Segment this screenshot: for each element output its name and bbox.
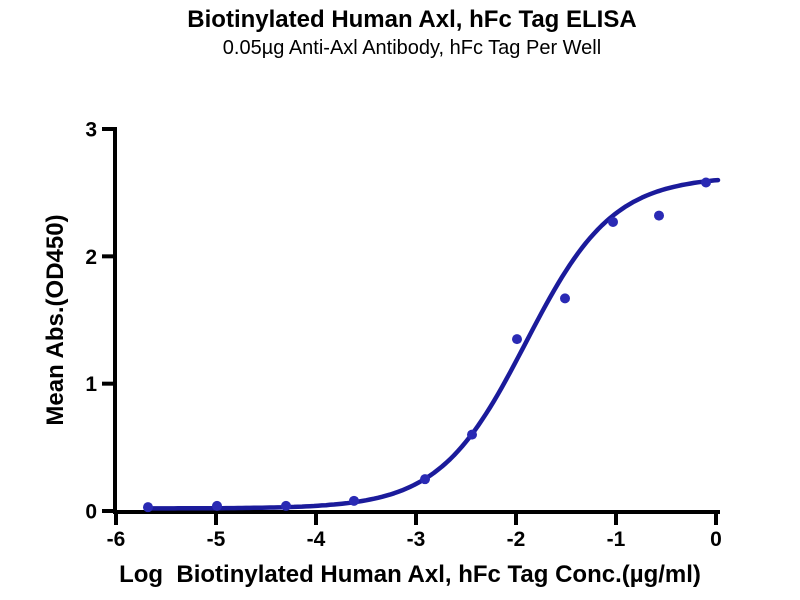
data-point — [281, 500, 291, 511]
x-tick-label: -1 — [607, 528, 626, 551]
x-axis-title: Log Biotinylated Human Axl, hFc Tag Conc… — [119, 561, 701, 588]
data-point — [701, 177, 711, 188]
data-point — [143, 502, 153, 513]
x-tick-label: -4 — [307, 528, 326, 551]
data-point — [420, 474, 430, 485]
data-point — [654, 210, 664, 221]
data-point — [349, 495, 359, 506]
y-tick-label: 0 — [85, 501, 97, 524]
fit-curve — [143, 177, 721, 511]
chart-title: Biotinylated Human Axl, hFc Tag ELISA — [187, 6, 637, 33]
y-tick-label: 2 — [85, 246, 97, 269]
data-point — [608, 216, 618, 227]
y-tick-label: 3 — [85, 119, 97, 142]
x-tick-label: -2 — [507, 528, 526, 551]
x-tick-label: -6 — [107, 528, 126, 551]
x-tick-label: -5 — [207, 528, 226, 551]
x-tick-label: 0 — [710, 528, 722, 551]
data-point — [467, 429, 477, 440]
data-point — [512, 334, 522, 345]
data-point — [560, 293, 570, 304]
y-tick-label: 1 — [85, 373, 97, 396]
x-tick-label: -3 — [407, 528, 426, 551]
chart-subtitle: 0.05µg Anti-Axl Antibody, hFc Tag Per We… — [222, 37, 602, 59]
data-point — [212, 500, 222, 511]
